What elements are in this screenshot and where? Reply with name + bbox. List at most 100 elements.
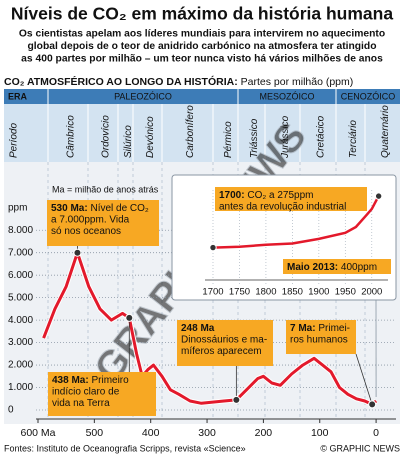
annotation-line: 400ppm	[341, 262, 377, 273]
inset-dot	[209, 243, 217, 252]
inset-tick-label: 1700	[202, 287, 223, 298]
annotation-line: Primei-	[318, 323, 350, 334]
era-name: CENOZÓICO	[341, 91, 396, 101]
subtitle-line: Os cientistas apelam aos líderes mundiai…	[19, 29, 385, 40]
source: Fontes: Instituto de Oceanografia Scripp…	[4, 443, 246, 453]
section-title-bold: CO₂ ATMOSFÉRICO AO LONGO DA HISTÓRIA:	[4, 75, 238, 88]
annotation-text: 1700: CO₂ a 275ppm	[219, 190, 314, 201]
period-name: Jurássico	[280, 115, 291, 159]
annotation-line: CO₂ a 275ppm	[247, 190, 313, 201]
period-name: Devónico	[145, 116, 156, 158]
x-tick-label: 100	[311, 427, 329, 439]
inset-tick-label: 1850	[282, 287, 303, 298]
annotation-text: indício claro de	[52, 386, 120, 397]
period-name: Carbonífero	[185, 105, 196, 158]
annotation-text: a 7.000ppm. Vida	[51, 214, 130, 225]
annotation-line: míferos aparecem	[181, 346, 262, 357]
annotation-dot	[125, 313, 134, 322]
annotation-line: ros humanos	[290, 334, 348, 345]
annotation-text: ros humanos	[290, 334, 348, 345]
annotation-bold: 1700:	[219, 190, 245, 201]
annotation-box	[48, 372, 156, 416]
y-tick-label: 2.000	[8, 360, 33, 371]
annotation-line: indício claro de	[52, 386, 120, 397]
y-tick-label: 0	[8, 405, 14, 416]
x-tick-label: 0	[373, 427, 379, 439]
data-line	[42, 251, 378, 406]
title: Níveis de CO₂ em máximo da história huma…	[11, 4, 393, 24]
period-name: Cretácico	[316, 115, 327, 158]
x-tick-label: 300	[198, 427, 216, 439]
subtitle-line: global depois de o teor de anidrido carb…	[28, 41, 377, 52]
era-label: ERA	[8, 91, 28, 101]
x-tick-label: 400	[142, 427, 160, 439]
annotation-bold: 530 Ma:	[51, 203, 88, 214]
annotation-bold: 248 Ma	[181, 323, 215, 334]
annotation-line: antes da revolução industrial	[219, 201, 346, 212]
x-tick-label: 600 Ma	[20, 427, 55, 439]
annotation-text: míferos aparecem	[181, 346, 262, 357]
leader-line	[355, 353, 373, 405]
period-name: Ordovício	[101, 115, 112, 158]
inset-tick-label: 1950	[335, 287, 356, 298]
annotation-text: Dinossáurios e ma-	[181, 334, 267, 345]
inset-dot	[374, 192, 383, 200]
era-name: PALEOZÓICO	[114, 91, 172, 101]
inset-line	[212, 195, 380, 249]
inset-tick-label: 1800	[255, 287, 276, 298]
annotation-line: a 7.000ppm. Vida	[51, 214, 130, 225]
period-name: Pérmico	[223, 121, 234, 158]
annotation-dot	[368, 400, 377, 409]
period-row	[4, 104, 400, 162]
y-tick-label: 5.000	[8, 292, 33, 303]
annotation-text: Maio 2013: 400ppm	[287, 262, 377, 273]
annotation-box	[177, 320, 273, 366]
annotation-line: só nos oceanos	[51, 226, 121, 237]
y-tick-label: 6.000	[8, 270, 33, 281]
era-name: MESOZÓICO	[259, 91, 314, 101]
annotation-dot	[73, 248, 82, 257]
annotation-line: Dinossáurios e ma-	[181, 334, 267, 345]
annotation-box	[286, 320, 356, 354]
era-row	[4, 89, 400, 104]
annotation-line: Primeiro	[91, 375, 129, 386]
note: Ma = milhão de anos atrás	[52, 184, 159, 194]
y-tick-label: 7.000	[8, 247, 33, 258]
annotation-box	[215, 187, 367, 211]
y-axis-label: ppm	[8, 203, 27, 214]
inset-tick-label: 2000	[361, 287, 382, 298]
annotation-text: 7 Ma: Primei-	[290, 323, 350, 334]
period-name: Quaternário	[380, 105, 391, 158]
annotation-dot	[232, 395, 241, 404]
x-tick-label: 500	[86, 427, 104, 439]
subtitle-line: as 400 partes por milhão – um teor nunca…	[21, 54, 383, 65]
inset-tick-label: 1750	[229, 287, 250, 298]
annotation-box	[283, 259, 391, 274]
annotation-bold: Maio 2013:	[287, 262, 338, 273]
annotation-text: 530 Ma: Nível de CO₂	[51, 203, 149, 214]
x-tick-label: 200	[255, 427, 273, 439]
annotation-bold: 438 Ma:	[52, 375, 89, 386]
annotation-line: vida na Terra	[52, 398, 110, 409]
y-tick-label: 3.000	[8, 337, 33, 348]
section-title: CO₂ ATMOSFÉRICO AO LONGO DA HISTÓRIA: Pa…	[4, 75, 353, 88]
annotation-text: 438 Ma: Primeiro	[52, 375, 129, 386]
section-unit: Partes por milhão (ppm)	[241, 76, 354, 88]
period-name: Câmbrico	[66, 115, 77, 158]
annotation-text: vida na Terra	[52, 398, 110, 409]
period-name: Terciário	[348, 120, 359, 158]
annotation-text: só nos oceanos	[51, 226, 121, 237]
annotation-text: antes da revolução industrial	[219, 201, 346, 212]
annotation-text: 248 Ma	[181, 323, 215, 334]
y-tick-label: 4.000	[8, 315, 33, 326]
credit: © GRAPHIC NEWS	[320, 443, 400, 453]
inset-tick-label: 1900	[308, 287, 329, 298]
annotation-line: Nível de CO₂	[90, 203, 148, 214]
period-name: Silúrico	[123, 125, 134, 158]
y-tick-label: 8.000	[8, 225, 33, 236]
annotation-box	[47, 200, 159, 246]
period-name: Triássico	[249, 118, 260, 158]
period-label: Período	[9, 123, 20, 158]
y-tick-label: 1.000	[8, 382, 33, 393]
